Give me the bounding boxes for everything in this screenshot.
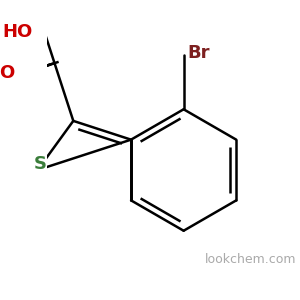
Text: S: S bbox=[33, 155, 46, 173]
Text: O: O bbox=[0, 64, 14, 82]
Text: HO: HO bbox=[3, 23, 33, 41]
Text: Br: Br bbox=[187, 44, 210, 62]
Text: lookchem.com: lookchem.com bbox=[205, 253, 296, 266]
